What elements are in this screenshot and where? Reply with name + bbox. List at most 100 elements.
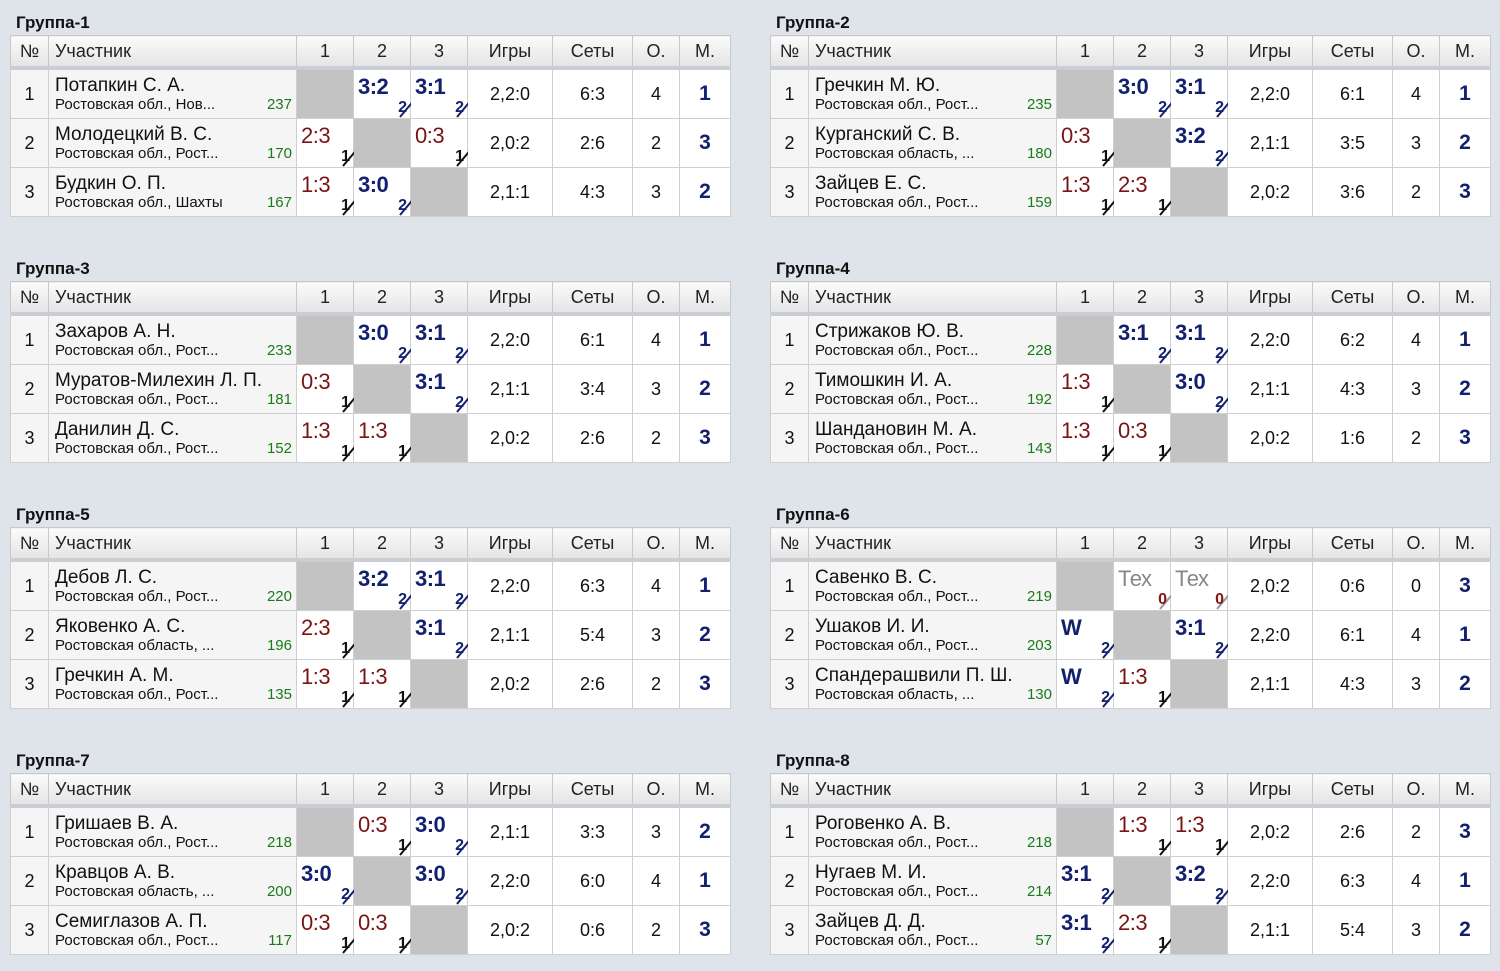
column-header-name[interactable]: Участник (808, 773, 1057, 807)
match-result-cell[interactable]: 1:3 1 (1056, 167, 1121, 217)
column-header-c3[interactable]: 3 (1170, 35, 1228, 69)
match-result-cell[interactable]: 1:3 1 (1113, 804, 1178, 857)
match-result-cell[interactable]: 0:3 1 (296, 905, 361, 955)
column-header-c3[interactable]: 3 (410, 281, 468, 315)
column-header-sets[interactable]: Сеты (1312, 773, 1393, 807)
table-row[interactable]: 1 Гречкин М. Ю. Ростовская обл., Рост... 23… (770, 66, 1491, 119)
player-cell[interactable]: Гречкин А. М. Ростовская обл., Рост... 135 (48, 659, 297, 709)
table-row[interactable]: 3 Спандерашвили П. Ш. Ростовская область, … (770, 659, 1491, 709)
player-cell[interactable]: Будкин О. П. Ростовская обл., Шахты 167 (48, 167, 297, 217)
match-result-cell[interactable]: 3:1 2 (410, 364, 475, 414)
column-header-c1[interactable]: 1 (1056, 281, 1114, 315)
column-header-name[interactable]: Участник (808, 35, 1057, 69)
table-row[interactable]: 3 Семиглазов А. П. Ростовская обл., Рост..… (10, 905, 731, 955)
match-result-cell[interactable]: 2:3 1 (1113, 167, 1178, 217)
column-header-c1[interactable]: 1 (296, 773, 354, 807)
column-header-num[interactable]: № (10, 773, 49, 807)
column-header-num[interactable]: № (10, 35, 49, 69)
match-result-cell[interactable]: 3:0 2 (410, 856, 475, 906)
match-result-cell[interactable]: 3:0 2 (296, 856, 361, 906)
match-result-cell[interactable]: 3:0 2 (353, 312, 418, 365)
match-result-cell[interactable]: 0:3 1 (1113, 413, 1178, 463)
table-row[interactable]: 3 Данилин Д. С. Ростовская обл., Рост... 15… (10, 413, 731, 463)
player-name[interactable]: Гречкин А. М. (55, 664, 174, 686)
match-result-cell[interactable]: 3:1 2 (410, 66, 475, 119)
column-header-sets[interactable]: Сеты (552, 281, 633, 315)
column-header-c2[interactable]: 2 (1113, 773, 1171, 807)
match-result-cell[interactable]: 1:3 1 (353, 413, 418, 463)
column-header-points[interactable]: О. (632, 35, 680, 69)
match-result-cell[interactable]: Тех 0 (1170, 558, 1235, 611)
match-result-cell[interactable]: 3:1 2 (1056, 905, 1121, 955)
column-header-name[interactable]: Участник (48, 527, 297, 561)
table-row[interactable]: 2 Курганский С. В. Ростовская область, ...… (770, 118, 1491, 168)
column-header-name[interactable]: Участник (808, 527, 1057, 561)
player-cell[interactable]: Гречкин М. Ю. Ростовская обл., Рост... 235 (808, 66, 1057, 119)
player-cell[interactable]: Данилин Д. С. Ростовская обл., Рост... 152 (48, 413, 297, 463)
match-result-cell[interactable]: 3:0 2 (353, 167, 418, 217)
table-row[interactable]: 1 Захаров А. Н. Ростовская обл., Рост... 23… (10, 312, 731, 365)
match-result-cell[interactable]: 1:3 1 (1170, 804, 1235, 857)
column-header-num[interactable]: № (770, 527, 809, 561)
table-row[interactable]: 3 Шандановин М. А. Ростовская обл., Рост..… (770, 413, 1491, 463)
column-header-name[interactable]: Участник (48, 281, 297, 315)
player-cell[interactable]: Семиглазов А. П. Ростовская обл., Рост...… (48, 905, 297, 955)
player-name[interactable]: Зайцев Е. С. (815, 172, 927, 194)
player-cell[interactable]: Ушаков И. И. Ростовская обл., Рост... 203 (808, 610, 1057, 660)
table-row[interactable]: 1 Дебов Л. С. Ростовская обл., Рост... 220 3… (10, 558, 731, 611)
column-header-games[interactable]: Игры (1227, 773, 1313, 807)
match-result-cell[interactable]: 1:3 1 (353, 659, 418, 709)
player-name[interactable]: Муратов-Милехин Л. П. (55, 369, 263, 391)
player-cell[interactable]: Молодецкий В. С. Ростовская обл., Рост...… (48, 118, 297, 168)
column-header-num[interactable]: № (770, 35, 809, 69)
column-header-games[interactable]: Игры (1227, 281, 1313, 315)
column-header-sets[interactable]: Сеты (1312, 281, 1393, 315)
column-header-place[interactable]: М. (1439, 527, 1491, 561)
column-header-c3[interactable]: 3 (410, 773, 468, 807)
match-result-cell[interactable]: 3:2 2 (1170, 856, 1235, 906)
column-header-c2[interactable]: 2 (353, 35, 411, 69)
player-name[interactable]: Дебов Л. С. (55, 566, 158, 588)
match-result-cell[interactable]: 2:3 1 (296, 118, 361, 168)
match-result-cell[interactable]: 3:2 2 (1170, 118, 1235, 168)
player-name[interactable]: Потапкин С. А. (55, 74, 186, 96)
match-result-cell[interactable]: 0:3 1 (353, 905, 418, 955)
column-header-place[interactable]: М. (679, 527, 731, 561)
column-header-games[interactable]: Игры (1227, 35, 1313, 69)
column-header-c3[interactable]: 3 (1170, 773, 1228, 807)
table-row[interactable]: 1 Потапкин С. А. Ростовская обл., Нов... 23… (10, 66, 731, 119)
column-header-c2[interactable]: 2 (1113, 281, 1171, 315)
table-row[interactable]: 2 Нугаев М. И. Ростовская обл., Рост... 214… (770, 856, 1491, 906)
player-cell[interactable]: Стрижаков Ю. В. Ростовская обл., Рост... 2… (808, 312, 1057, 365)
player-cell[interactable]: Яковенко А. С. Ростовская область, ... 196 (48, 610, 297, 660)
player-name[interactable]: Роговенко А. В. (815, 812, 951, 834)
player-name[interactable]: Савенко В. С. (815, 566, 938, 588)
player-name[interactable]: Стрижаков Ю. В. (815, 320, 965, 342)
player-name[interactable]: Семиглазов А. П. (55, 910, 208, 932)
player-name[interactable]: Кравцов А. В. (55, 861, 176, 883)
player-name[interactable]: Спандерашвили П. Ш. (815, 664, 1013, 686)
column-header-num[interactable]: № (10, 281, 49, 315)
player-cell[interactable]: Тимошкин И. А. Ростовская обл., Рост... 19… (808, 364, 1057, 414)
match-result-cell[interactable]: 3:1 2 (1170, 312, 1235, 365)
column-header-c1[interactable]: 1 (296, 281, 354, 315)
column-header-place[interactable]: М. (1439, 35, 1491, 69)
column-header-name[interactable]: Участник (48, 35, 297, 69)
player-name[interactable]: Гречкин М. Ю. (815, 74, 941, 96)
match-result-cell[interactable]: 1:3 1 (1113, 659, 1178, 709)
column-header-c3[interactable]: 3 (1170, 527, 1228, 561)
column-header-points[interactable]: О. (1392, 35, 1440, 69)
table-row[interactable]: 3 Зайцев Д. Д. Ростовская обл., Рост... 57 3… (770, 905, 1491, 955)
match-result-cell[interactable]: 1:3 1 (296, 167, 361, 217)
column-header-points[interactable]: О. (1392, 281, 1440, 315)
match-result-cell[interactable]: 3:1 2 (1170, 66, 1235, 119)
player-cell[interactable]: Шандановин М. А. Ростовская обл., Рост...… (808, 413, 1057, 463)
match-result-cell[interactable]: 0:3 1 (1056, 118, 1121, 168)
table-row[interactable]: 2 Кравцов А. В. Ростовская область, ... 200… (10, 856, 731, 906)
match-result-cell[interactable]: 3:1 2 (410, 558, 475, 611)
match-result-cell[interactable]: 3:2 2 (353, 66, 418, 119)
player-cell[interactable]: Потапкин С. А. Ростовская обл., Нов... 237 (48, 66, 297, 119)
column-header-name[interactable]: Участник (808, 281, 1057, 315)
column-header-points[interactable]: О. (1392, 527, 1440, 561)
